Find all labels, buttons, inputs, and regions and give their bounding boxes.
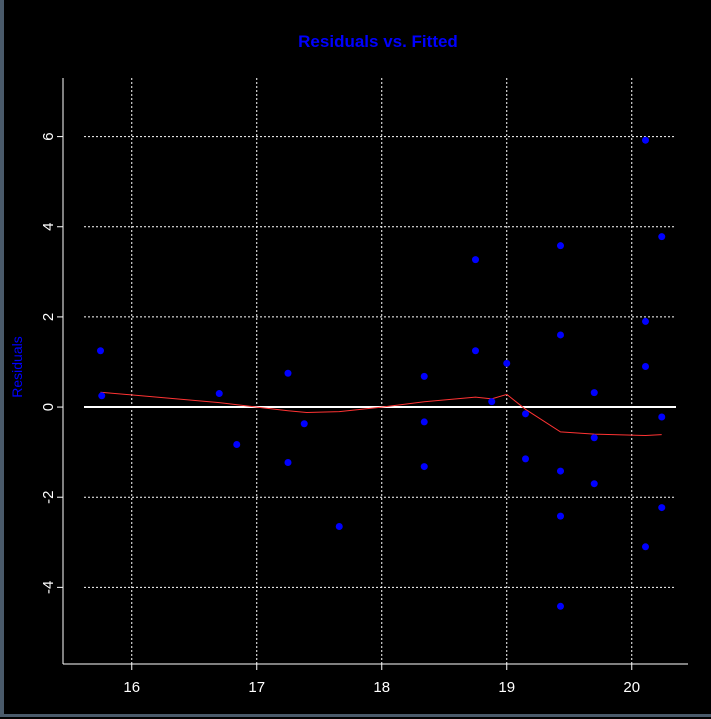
data-point xyxy=(642,317,649,325)
data-point xyxy=(300,420,308,428)
data-point xyxy=(658,413,666,421)
data-point xyxy=(557,242,564,250)
data-point xyxy=(98,392,106,400)
data-point xyxy=(284,459,292,467)
data-point xyxy=(658,504,666,512)
data-point xyxy=(335,523,343,531)
data-point xyxy=(420,418,428,426)
data-point xyxy=(420,372,428,380)
y-tick-label: 2 xyxy=(40,313,57,321)
data-point xyxy=(642,136,649,144)
data-point xyxy=(557,467,564,475)
data-point xyxy=(557,602,564,610)
data-point xyxy=(557,331,564,339)
data-point xyxy=(590,434,598,442)
data-point xyxy=(522,410,529,418)
data-point xyxy=(420,463,428,471)
data-point xyxy=(284,369,292,377)
data-point xyxy=(97,347,104,355)
data-point xyxy=(522,455,529,463)
x-tick-label: 20 xyxy=(623,679,640,696)
data-point xyxy=(503,359,511,367)
y-tick-label: -2 xyxy=(40,491,57,504)
y-tick-label: 6 xyxy=(40,132,57,140)
data-point xyxy=(642,362,649,370)
data-point xyxy=(472,347,479,355)
x-tick-label: 18 xyxy=(373,679,390,696)
x-tick-label: 16 xyxy=(123,679,140,696)
smooth-trend-line xyxy=(100,391,662,437)
y-axis-label: Residuals xyxy=(9,336,25,397)
data-point xyxy=(658,233,666,241)
axes: 16 17 18 19 20 -4 -2 0 2 4 6 xyxy=(40,78,688,696)
data-point xyxy=(557,512,564,520)
data-point xyxy=(590,480,598,488)
data-point xyxy=(642,543,649,551)
x-tick-label: 17 xyxy=(248,679,265,696)
y-tick-label: 4 xyxy=(40,223,57,231)
data-point xyxy=(590,389,598,397)
y-tick-label: -4 xyxy=(40,581,57,594)
data-point xyxy=(472,256,479,264)
data-point xyxy=(488,398,496,406)
data-points xyxy=(97,136,666,610)
window-left-border xyxy=(0,0,4,717)
x-tick-label: 19 xyxy=(498,679,515,696)
data-point xyxy=(233,440,241,448)
data-point xyxy=(215,390,223,398)
grid-lines xyxy=(84,78,676,664)
window-bottom-border xyxy=(0,714,711,717)
y-tick-label: 0 xyxy=(40,403,57,411)
chart-title: Residuals vs. Fitted xyxy=(298,32,458,51)
smooth-line-group xyxy=(100,391,662,437)
